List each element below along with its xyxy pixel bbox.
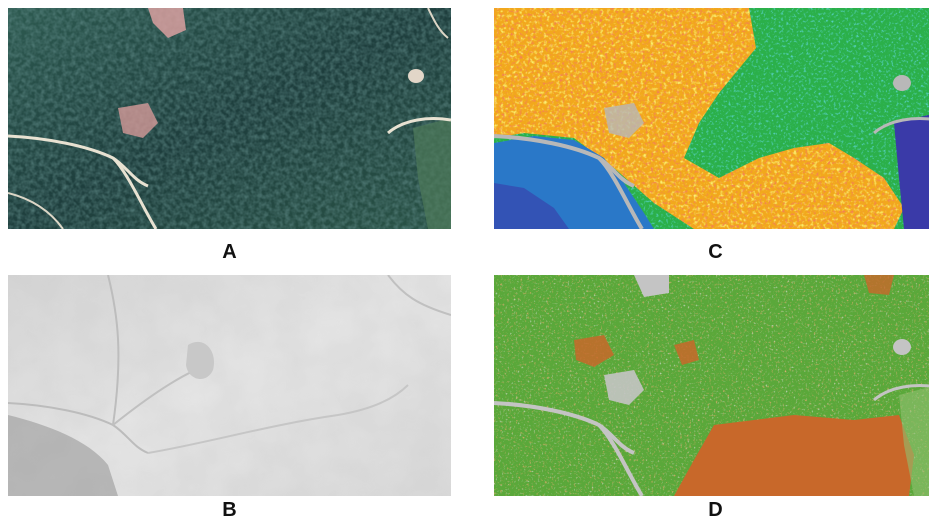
panel-label-c: C [708,241,723,263]
aerial-photo-image [8,8,451,229]
c-road-west [494,134,635,188]
lighter-forest-right [413,118,451,229]
clearing-small [408,69,424,83]
c-red-speckle [494,8,904,229]
two-class-map-svg [494,275,929,496]
panel-label-b: B [222,499,237,521]
clearing-top [148,8,186,38]
aerial-photo-svg [8,8,451,229]
hs-knoll [186,341,214,380]
c-gap-small [893,75,911,91]
c-road-south [597,156,644,229]
d-orange-block [674,415,914,496]
canopy-texture [8,8,451,229]
d-road-south [597,423,644,496]
two-class-map-image [494,275,929,496]
panel-label-d: D [708,499,723,521]
hillshade-image [8,275,451,496]
d-gap-clearing [604,370,644,405]
hs-valley-west [8,402,149,454]
clearing-middle [118,103,158,138]
panel-label-a: A [222,241,237,263]
height-class-map-svg [494,8,929,229]
hs-valley-north [107,275,120,426]
d-gap-small [893,339,911,355]
d-lighter-right [899,387,929,496]
d-road-west [494,401,635,455]
c-navy-patch [494,183,569,229]
d-road-east [873,384,929,402]
d-orange-patch-center [674,340,699,365]
hillshade-shadow-slope [8,415,118,496]
road-west [8,134,149,188]
road-northeast [427,8,449,39]
hs-ridge-northeast [387,275,451,316]
road-east [387,117,451,135]
c-road-east [873,117,929,135]
hillshade-svg [8,275,451,496]
hs-road-line [147,384,409,454]
d-orange-patch-left [574,335,614,367]
c-navy-region [894,114,929,229]
d-gap-top [634,275,669,297]
road-south [111,156,158,229]
d-orange-patch-top [864,275,894,295]
height-class-map-image [494,8,929,229]
c-gap-clearing [604,103,644,138]
road-southwest [8,192,64,229]
